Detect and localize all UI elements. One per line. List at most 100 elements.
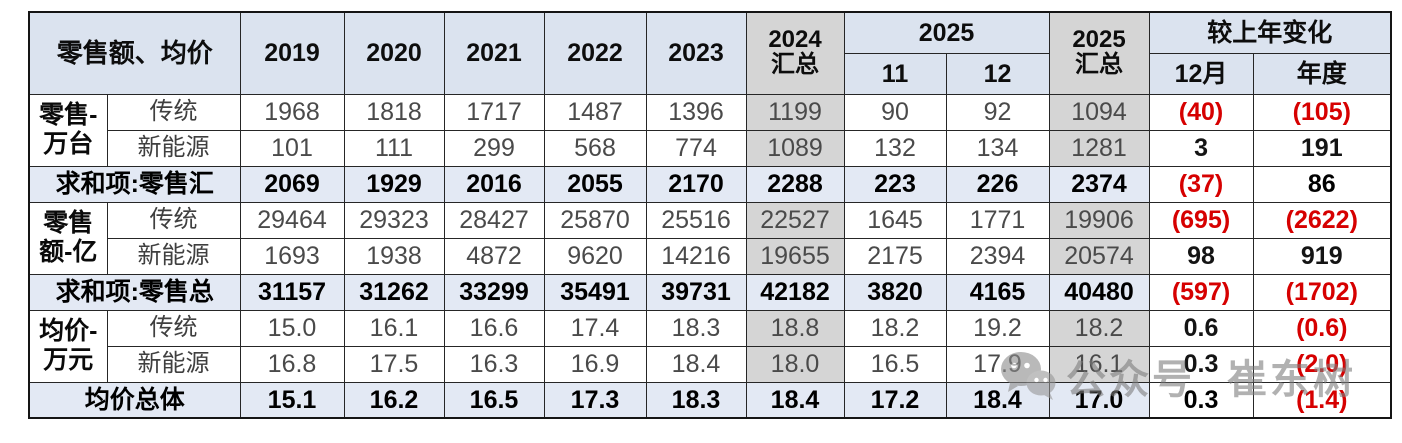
group-label-line1: 均价- xyxy=(39,317,98,346)
data-cell: (1702) xyxy=(1252,273,1392,311)
col-header-change-group: 较上年变化 xyxy=(1148,11,1392,54)
data-cell: 3 xyxy=(1148,129,1254,167)
table-body: 零售- 万台 传统 1968 1818 1717 1487 1396 1199 … xyxy=(28,93,1392,419)
data-cell: (0.6) xyxy=(1252,309,1392,347)
data-cell: 0.3 xyxy=(1148,381,1254,419)
table-header: 零售额、均价 2019 2020 2021 2022 2023 2024 汇总 … xyxy=(28,11,1392,95)
data-cell: 226 xyxy=(945,165,1050,203)
data-cell: 39731 xyxy=(645,273,747,311)
data-cell: 18.3 xyxy=(645,309,747,347)
data-cell: 223 xyxy=(843,165,947,203)
data-cell: 2374 xyxy=(1048,165,1150,203)
data-cell: 14216 xyxy=(645,237,747,275)
header-row-1: 零售额、均价 2019 2020 2021 2022 2023 2024 汇总 … xyxy=(28,11,1392,95)
data-cell: 2170 xyxy=(645,165,747,203)
data-cell: 29323 xyxy=(343,201,445,239)
data-cell: 2394 xyxy=(945,237,1050,275)
data-cell: 1968 xyxy=(239,93,345,131)
row-label: 传统 xyxy=(106,93,241,131)
group-label-line2: 额-亿 xyxy=(39,238,98,266)
table-row-retail-value-nev: 新能源 1693 1938 4872 9620 14216 19655 2175… xyxy=(29,237,1392,275)
data-cell: 17.3 xyxy=(543,381,647,419)
summary-row-avg-price: 均价总体 15.1 16.2 16.5 17.3 18.3 18.4 17.2 … xyxy=(28,381,1392,419)
data-cell: 18.8 xyxy=(745,309,845,347)
data-cell: 1281 xyxy=(1048,129,1150,167)
data-cell: 4165 xyxy=(945,273,1050,311)
data-cell: 17.9 xyxy=(945,345,1050,383)
data-cell: 134 xyxy=(945,129,1050,167)
data-cell: 0.6 xyxy=(1148,309,1254,347)
data-cell: (597) xyxy=(1148,273,1254,311)
row-label: 传统 xyxy=(106,309,241,347)
col-header-2024-total: 2024 汇总 xyxy=(745,11,845,95)
summary-row-retail-value: 求和项:零售总 31157 31262 33299 35491 39731 42… xyxy=(28,273,1392,311)
col-header-2024-total-line2: 汇总 xyxy=(771,51,820,79)
group-label-line2: 万元 xyxy=(43,346,94,374)
data-cell: 2175 xyxy=(843,237,947,275)
data-cell: 90 xyxy=(843,93,947,131)
summary-row-label: 均价总体 xyxy=(28,381,241,419)
summary-row-retail-units: 求和项:零售汇 2069 1929 2016 2055 2170 2288 22… xyxy=(28,165,1392,203)
data-cell: 16.1 xyxy=(1048,345,1150,383)
col-header-2025-total-line1: 2025 xyxy=(1072,26,1126,54)
table-row-retail-units-traditional: 零售- 万台 传统 1968 1818 1717 1487 1396 1199 … xyxy=(28,93,1392,167)
summary-row-label: 求和项:零售总 xyxy=(28,273,241,311)
data-cell: 18.2 xyxy=(843,309,947,347)
table-row-retail-units-nev: 新能源 101 111 299 568 774 1089 132 134 128… xyxy=(29,129,1392,167)
data-cell: 92 xyxy=(945,93,1050,131)
data-cell: (1.4) xyxy=(1252,381,1392,419)
data-cell: 191 xyxy=(1252,129,1392,167)
data-cell: 299 xyxy=(443,129,545,167)
data-cell: (695) xyxy=(1148,201,1254,239)
data-cell: 111 xyxy=(343,129,445,167)
col-header-2021: 2021 xyxy=(443,11,545,95)
data-cell: 29464 xyxy=(239,201,345,239)
data-cell: 2016 xyxy=(443,165,545,203)
row-group-label-avg-price: 均价- 万元 xyxy=(28,309,108,383)
data-cell: 16.5 xyxy=(843,345,947,383)
data-cell: 16.9 xyxy=(543,345,647,383)
data-cell: 31262 xyxy=(343,273,445,311)
col-header-2025-total-line2: 汇总 xyxy=(1075,51,1124,79)
data-cell: 16.2 xyxy=(343,381,445,419)
data-cell: (40) xyxy=(1148,93,1254,131)
data-cell: 9620 xyxy=(543,237,647,275)
col-header-2019: 2019 xyxy=(239,11,345,95)
data-cell: 2288 xyxy=(745,165,845,203)
data-cell: (105) xyxy=(1252,93,1392,131)
data-cell: 16.6 xyxy=(443,309,545,347)
data-cell: 1717 xyxy=(443,93,545,131)
data-cell: 17.2 xyxy=(843,381,947,419)
data-cell: 19655 xyxy=(745,237,845,275)
data-cell: 1693 xyxy=(239,237,345,275)
data-cell: 4872 xyxy=(443,237,545,275)
col-header-2024-total-line1: 2024 xyxy=(768,26,822,54)
data-cell: 33299 xyxy=(443,273,545,311)
data-cell: 31157 xyxy=(239,273,345,311)
col-header-2025-total: 2025 汇总 xyxy=(1048,11,1150,95)
data-cell: 19906 xyxy=(1048,201,1150,239)
data-cell: 15.1 xyxy=(239,381,345,419)
data-cell: 1089 xyxy=(745,129,845,167)
row-label: 新能源 xyxy=(106,129,241,167)
col-header-change-year: 年度 xyxy=(1252,52,1392,95)
data-cell: 35491 xyxy=(543,273,647,311)
col-header-2022: 2022 xyxy=(543,11,647,95)
data-cell: 18.2 xyxy=(1048,309,1150,347)
group-label-line1: 零售- xyxy=(39,101,98,130)
data-cell: 17.0 xyxy=(1048,381,1150,419)
data-cell: 28427 xyxy=(443,201,545,239)
data-cell: 25870 xyxy=(543,201,647,239)
data-cell: 98 xyxy=(1148,237,1254,275)
col-header-2023: 2023 xyxy=(645,11,747,95)
row-group-label-retail-value: 零售 额-亿 xyxy=(28,201,108,275)
data-cell: 18.3 xyxy=(645,381,747,419)
data-cell: 2069 xyxy=(239,165,345,203)
data-cell: 86 xyxy=(1252,165,1392,203)
col-header-month-12: 12 xyxy=(945,52,1050,95)
data-cell: 919 xyxy=(1252,237,1392,275)
data-cell: 22527 xyxy=(745,201,845,239)
table-row-retail-value-traditional: 零售 额-亿 传统 29464 29323 28427 25870 25516 … xyxy=(28,201,1392,275)
col-header-month-11: 11 xyxy=(843,52,947,95)
data-cell: 40480 xyxy=(1048,273,1150,311)
